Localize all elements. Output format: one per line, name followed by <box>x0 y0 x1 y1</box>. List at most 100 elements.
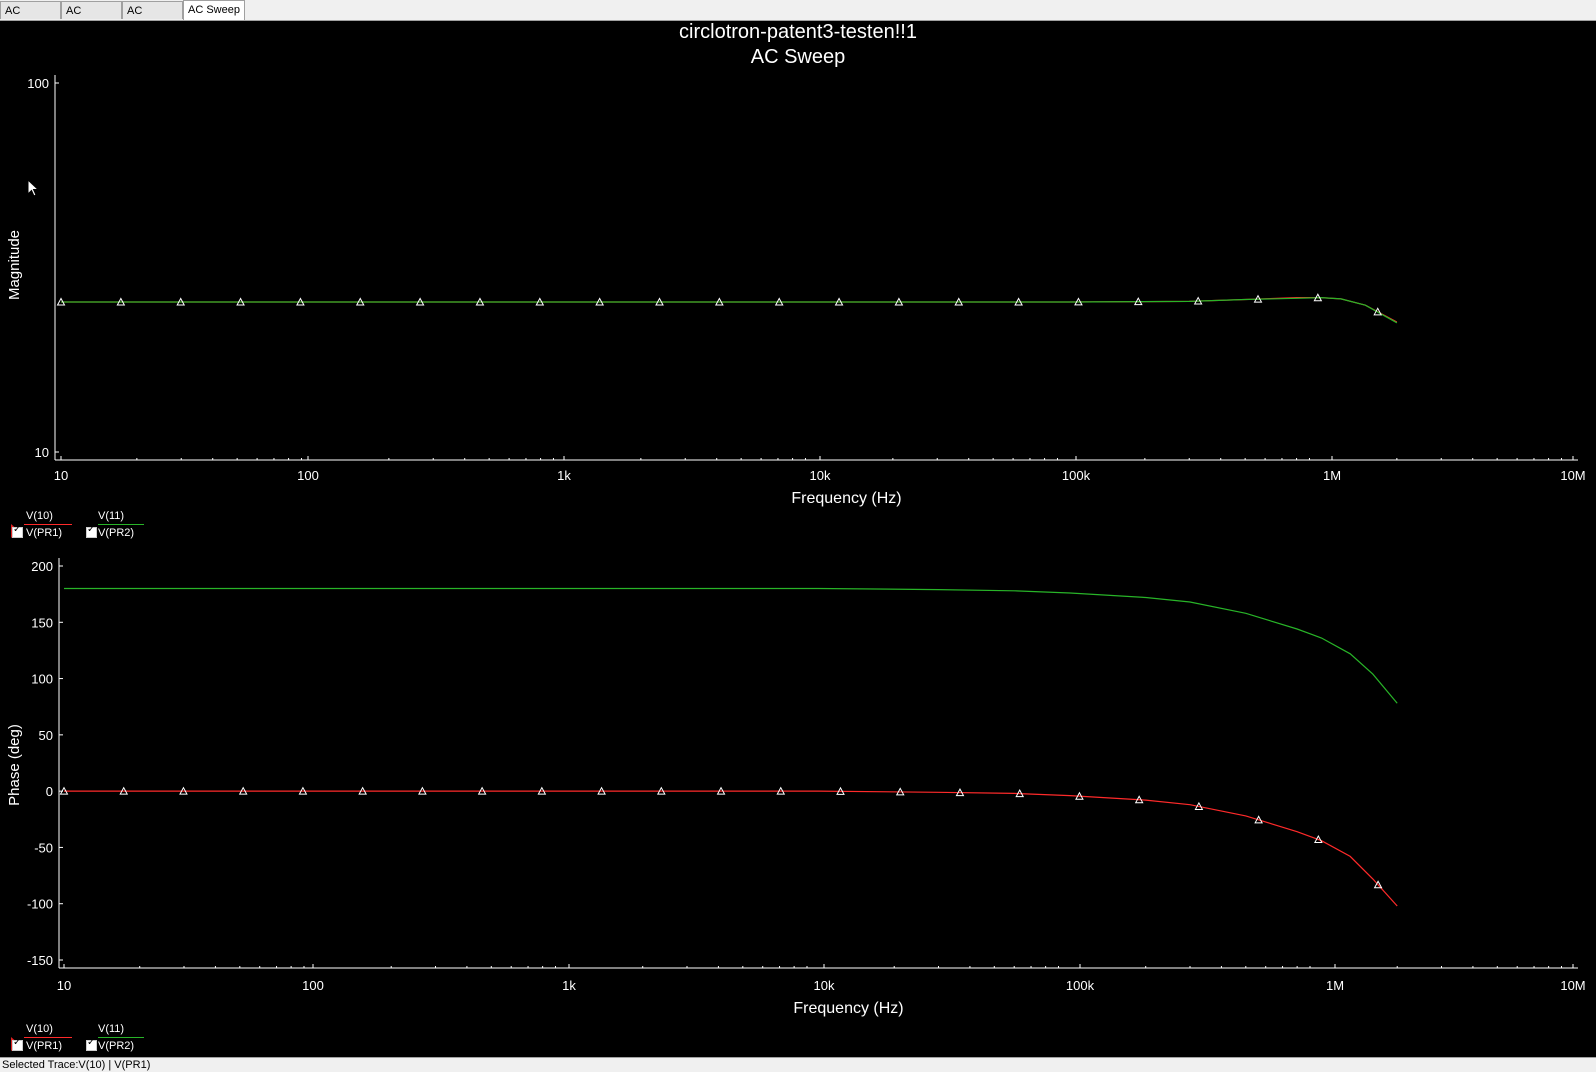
legend-label-bottom: V(PR2) <box>98 1040 135 1052</box>
data-point-marker <box>1014 297 1023 306</box>
series-line <box>64 790 1398 907</box>
legend-label-top: V(10) <box>26 510 53 522</box>
data-point-marker <box>179 786 188 795</box>
x-tick-label: 100k <box>1066 978 1095 993</box>
data-point-marker <box>774 297 784 306</box>
tab-ac-sweep-3[interactable]: AC Sweep <box>122 1 183 35</box>
tab-ac-sweep-2[interactable]: AC Sweep <box>61 1 122 35</box>
legend-label-top: V(10) <box>26 1023 53 1035</box>
x-tick-label: 1M <box>1323 468 1341 483</box>
legend-line-green <box>98 524 144 525</box>
data-point-marker <box>116 297 126 306</box>
data-point-marker <box>1314 834 1323 844</box>
y-axis-label: Phase (deg) <box>6 724 23 806</box>
x-tick-label: 10M <box>1560 978 1585 993</box>
data-point-marker <box>716 786 726 795</box>
mouse-cursor-icon <box>27 179 39 197</box>
data-point-marker <box>59 786 69 795</box>
checkbox-icon[interactable] <box>12 1037 23 1051</box>
x-axis-label: Frequency (Hz) <box>791 490 901 507</box>
status-text: Selected Trace:V(10) | V(PR1) <box>2 1059 151 1071</box>
data-point-marker <box>119 786 129 795</box>
data-point-marker <box>355 297 365 306</box>
y-tick-label: -150 <box>27 953 53 968</box>
x-axis-label: Frequency (Hz) <box>793 1000 903 1017</box>
data-point-marker <box>595 297 604 306</box>
phase-legend: V(10) V(PR1) V(11) V(PR2) <box>11 1023 154 1053</box>
checkbox-icon[interactable] <box>86 1037 97 1051</box>
data-point-marker <box>776 786 786 795</box>
data-point-marker <box>1373 307 1383 316</box>
data-point-marker <box>1373 880 1383 889</box>
data-point-marker <box>477 786 487 795</box>
data-point-marker <box>358 786 367 795</box>
data-point-marker <box>475 297 485 306</box>
data-point-marker <box>1193 296 1203 305</box>
plot-subtitle: AC Sweep <box>750 46 846 68</box>
data-point-marker <box>1254 815 1263 824</box>
data-point-marker <box>1075 791 1084 800</box>
x-tick-label: 100 <box>297 468 319 483</box>
data-point-marker <box>176 297 186 306</box>
data-point-marker <box>1313 293 1323 302</box>
data-point-marker <box>834 297 844 306</box>
data-point-marker <box>535 297 545 306</box>
data-point-marker <box>1015 789 1025 798</box>
y-axis-label: Magnitude <box>6 230 23 300</box>
data-point-marker <box>1134 795 1144 804</box>
legend-label-top: V(11) <box>98 1023 125 1035</box>
series-line <box>64 587 1398 704</box>
y-tick-label: 100 <box>31 672 53 687</box>
data-point-marker <box>597 786 606 795</box>
x-tick-label: 10k <box>810 468 831 483</box>
y-tick-label: 50 <box>39 728 53 743</box>
x-tick-label: 1k <box>562 978 576 993</box>
data-point-marker <box>954 297 964 306</box>
data-point-marker <box>1194 801 1204 810</box>
checkbox-icon[interactable] <box>86 524 97 538</box>
data-point-marker <box>1133 297 1143 306</box>
tab-bar: AC Sweep AC Sweep AC Sweep AC Sweep <box>0 0 1596 35</box>
legend-line-red <box>24 524 72 525</box>
legend-label-bottom: V(PR2) <box>98 527 135 539</box>
legend-label-bottom: V(PR1) <box>26 527 63 539</box>
data-point-marker <box>655 297 664 306</box>
y-tick-label: -100 <box>27 897 53 912</box>
data-point-marker <box>715 297 724 306</box>
data-point-marker <box>56 297 66 306</box>
x-tick-label: 10k <box>814 978 835 993</box>
y-tick-label: 0 <box>46 784 53 799</box>
data-point-marker <box>656 786 666 795</box>
x-tick-label: 10 <box>54 468 68 483</box>
y-tick-label: 200 <box>31 559 53 574</box>
data-point-marker <box>955 788 965 797</box>
legend-label-top: V(11) <box>98 510 125 522</box>
data-point-marker <box>895 787 905 796</box>
legend-line-green <box>98 1037 144 1038</box>
series-line <box>61 296 1398 324</box>
data-point-marker <box>296 297 305 306</box>
data-point-marker <box>836 786 845 795</box>
x-tick-label: 100 <box>302 978 324 993</box>
x-tick-label: 10M <box>1560 468 1585 483</box>
data-point-marker <box>236 297 245 306</box>
data-point-marker <box>894 297 904 306</box>
legend-line-red <box>24 1037 72 1038</box>
x-tick-label: 1k <box>557 468 571 483</box>
data-point-marker <box>418 786 427 795</box>
magnitude-legend: V(10) V(PR1) V(11) V(PR2) <box>11 510 154 540</box>
tab-ac-sweep-1[interactable]: AC Sweep <box>0 1 61 35</box>
y-tick-label: 100 <box>27 76 49 91</box>
data-point-marker <box>415 297 425 306</box>
x-tick-label: 1M <box>1326 978 1344 993</box>
data-point-marker <box>298 786 308 795</box>
checkbox-icon[interactable] <box>12 524 23 538</box>
y-tick-label: -50 <box>34 840 53 855</box>
tab-ac-sweep-4[interactable]: AC Sweep <box>183 0 245 20</box>
data-point-marker <box>537 786 547 795</box>
y-tick-label: 10 <box>35 445 49 460</box>
plot-title: circlotron-patent3-testen!!1 <box>679 21 917 43</box>
data-point-marker <box>1253 294 1263 303</box>
y-tick-label: 150 <box>31 615 53 630</box>
